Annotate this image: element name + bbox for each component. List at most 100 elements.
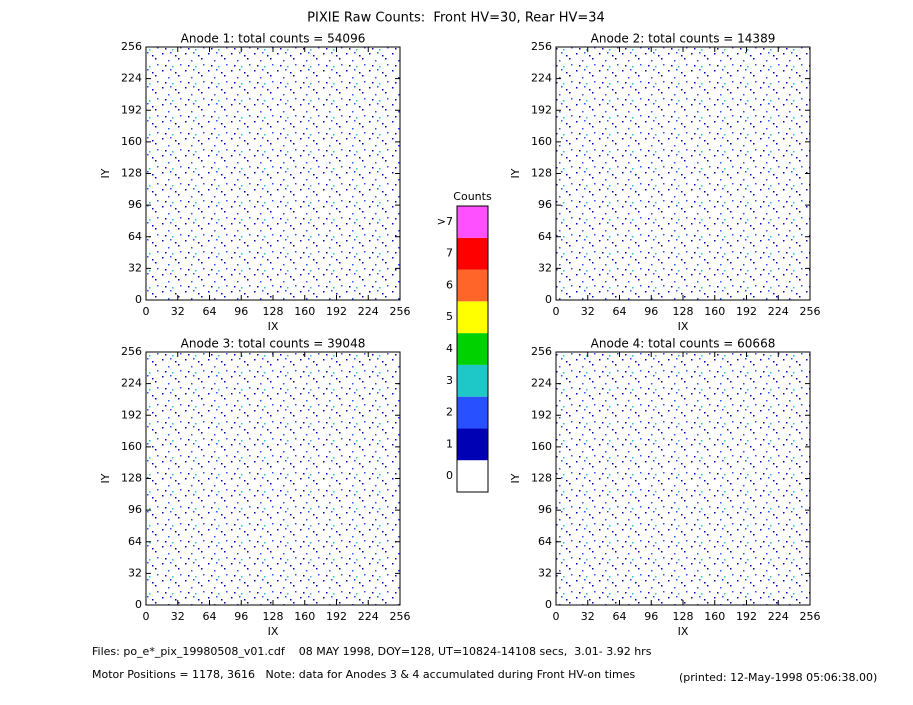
y-tick-label: 192 — [121, 103, 142, 116]
x-tick-label: 256 — [390, 610, 411, 623]
x-tick-label: 128 — [263, 305, 284, 318]
x-tick-label: 192 — [736, 305, 757, 318]
x-tick-label: 224 — [358, 610, 379, 623]
colorbar-label: 1 — [446, 437, 453, 450]
colorbar-label: 6 — [446, 278, 453, 291]
y-tick-label: 192 — [121, 408, 142, 421]
colorbar-label: 3 — [446, 374, 453, 387]
y-tick-label: 0 — [545, 293, 552, 306]
colorbar-frame — [456, 205, 489, 493]
x-tick-label: 256 — [390, 305, 411, 318]
y-tick-label: 192 — [531, 408, 552, 421]
y-tick-label: 224 — [121, 72, 142, 85]
y-tick-label: 128 — [121, 472, 142, 485]
y-tick-label: 32 — [128, 566, 142, 579]
x-tick-label: 32 — [171, 305, 185, 318]
x-tick-label: 160 — [294, 610, 315, 623]
x-tick-label: 96 — [234, 305, 248, 318]
colorbar-swatch — [457, 206, 488, 238]
x-tick-label: 160 — [704, 610, 725, 623]
y-tick-label: 0 — [135, 293, 142, 306]
x-tick-label: 128 — [673, 610, 694, 623]
y-tick-label: 96 — [538, 503, 552, 516]
colorbar-label: 7 — [446, 247, 453, 260]
y-tick-label: 64 — [128, 230, 142, 243]
figure-title: PIXIE Raw Counts: Front HV=30, Rear HV=3… — [307, 11, 605, 26]
colorbar-label: 2 — [446, 406, 453, 419]
footer-motor: Motor Positions = 1178, 3616 Note: data … — [92, 668, 635, 681]
x-tick-label: 224 — [768, 610, 789, 623]
x-tick-label: 128 — [673, 305, 694, 318]
plot-area — [145, 46, 401, 301]
colorbar-swatch — [457, 364, 488, 397]
y-tick-label: 32 — [128, 261, 142, 274]
x-axis-label: IX — [678, 320, 689, 333]
x-tick-label: 96 — [644, 305, 658, 318]
x-tick-label: 64 — [203, 610, 217, 623]
y-tick-label: 160 — [121, 440, 142, 453]
panel-title: Anode 1: total counts = 54096 — [181, 32, 366, 46]
y-tick-label: 256 — [531, 345, 552, 358]
colorbar-swatch — [457, 428, 488, 461]
y-tick-label: 128 — [531, 167, 552, 180]
x-tick-label: 0 — [553, 610, 560, 623]
y-axis-label: IY — [99, 473, 112, 483]
x-tick-label: 64 — [203, 305, 217, 318]
colorbar-swatch — [457, 269, 488, 302]
x-tick-label: 96 — [234, 610, 248, 623]
colorbar-swatch — [457, 460, 488, 492]
x-axis-label: IX — [268, 625, 279, 638]
x-tick-label: 192 — [736, 610, 757, 623]
colorbar-swatch — [457, 237, 488, 270]
y-tick-label: 64 — [538, 535, 552, 548]
plot-area — [555, 351, 811, 606]
y-tick-label: 224 — [531, 377, 552, 390]
x-tick-label: 32 — [171, 610, 185, 623]
x-tick-label: 0 — [143, 610, 150, 623]
y-tick-label: 64 — [128, 535, 142, 548]
footer-printed: (printed: 12-May-1998 05:06:38.00) — [679, 671, 877, 684]
x-tick-label: 96 — [644, 610, 658, 623]
y-tick-label: 96 — [128, 503, 142, 516]
x-axis-label: IX — [678, 625, 689, 638]
y-axis-label: IY — [509, 473, 522, 483]
y-tick-label: 96 — [128, 198, 142, 211]
colorbar-label: >7 — [437, 215, 453, 228]
footer-files: Files: po_e*_pix_19980508_v01.cdf 08 MAY… — [92, 645, 652, 658]
y-tick-label: 0 — [545, 598, 552, 611]
colorbar-swatch — [457, 396, 488, 429]
x-tick-label: 0 — [143, 305, 150, 318]
y-tick-label: 0 — [135, 598, 142, 611]
x-tick-label: 32 — [581, 610, 595, 623]
y-tick-label: 32 — [538, 566, 552, 579]
y-axis-label: IY — [509, 168, 522, 178]
y-tick-label: 128 — [531, 472, 552, 485]
x-tick-label: 0 — [553, 305, 560, 318]
x-tick-label: 224 — [358, 305, 379, 318]
x-tick-label: 160 — [294, 305, 315, 318]
x-tick-label: 64 — [613, 610, 627, 623]
x-tick-label: 64 — [613, 305, 627, 318]
colorbar-title: Counts — [453, 190, 492, 203]
y-tick-label: 160 — [531, 440, 552, 453]
y-tick-label: 256 — [121, 40, 142, 53]
y-tick-label: 32 — [538, 261, 552, 274]
y-tick-label: 160 — [121, 135, 142, 148]
plot-area — [145, 351, 401, 606]
colorbar-label: 4 — [446, 342, 453, 355]
colorbar-swatch — [457, 301, 488, 334]
x-axis-label: IX — [268, 320, 279, 333]
y-tick-label: 224 — [121, 377, 142, 390]
x-tick-label: 256 — [800, 610, 821, 623]
plot-area — [555, 46, 811, 301]
colorbar-label: 0 — [446, 469, 453, 482]
y-tick-label: 256 — [121, 345, 142, 358]
x-tick-label: 160 — [704, 305, 725, 318]
x-tick-label: 192 — [326, 610, 347, 623]
y-axis-label: IY — [99, 168, 112, 178]
colorbar-label: 5 — [446, 310, 453, 323]
panel-title: Anode 2: total counts = 14389 — [591, 32, 776, 46]
colorbar-swatch — [457, 333, 488, 365]
x-tick-label: 192 — [326, 305, 347, 318]
